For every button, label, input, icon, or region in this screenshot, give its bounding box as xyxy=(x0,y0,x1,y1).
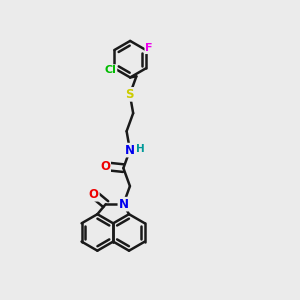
Text: S: S xyxy=(126,88,134,101)
Text: O: O xyxy=(89,188,99,201)
Text: Cl: Cl xyxy=(105,65,116,75)
Text: N: N xyxy=(118,198,128,211)
Text: H: H xyxy=(136,144,145,154)
Text: N: N xyxy=(125,144,135,157)
Text: F: F xyxy=(145,43,153,53)
Text: O: O xyxy=(100,160,110,173)
